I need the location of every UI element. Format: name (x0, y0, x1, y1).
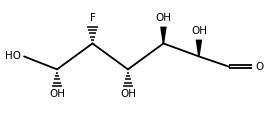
Polygon shape (160, 27, 167, 43)
Text: OH: OH (49, 89, 65, 99)
Text: OH: OH (191, 26, 207, 36)
Text: HO: HO (5, 51, 21, 61)
Text: O: O (255, 62, 264, 72)
Text: F: F (90, 13, 95, 23)
Polygon shape (196, 40, 202, 56)
Text: OH: OH (120, 89, 136, 99)
Text: OH: OH (155, 13, 172, 23)
